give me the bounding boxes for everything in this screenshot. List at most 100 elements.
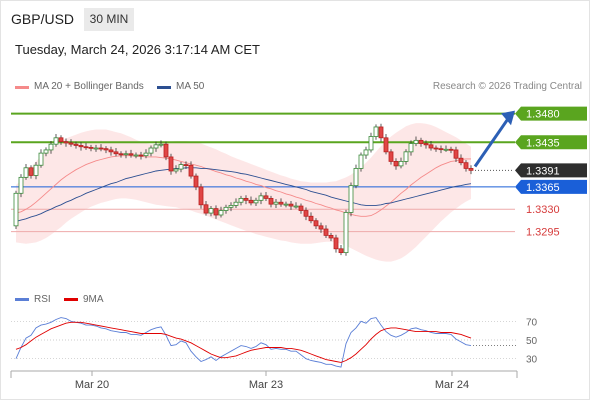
candle	[268, 195, 274, 208]
candle	[463, 160, 469, 172]
candle	[93, 144, 99, 152]
candle-down-body	[188, 164, 194, 177]
candle	[433, 145, 439, 152]
candle-up-body	[223, 206, 229, 211]
candle	[318, 222, 324, 233]
bollinger-band-area	[16, 123, 471, 262]
ma50-legend-label: MA 50	[176, 81, 205, 92]
candle	[133, 152, 139, 159]
candle	[363, 146, 369, 159]
candle-down-body	[58, 137, 64, 143]
candle-down-body	[78, 145, 84, 148]
candle-up-body	[398, 161, 404, 167]
price-tag-resistance	[515, 135, 587, 150]
candle-up-body	[173, 168, 179, 172]
candle	[388, 149, 394, 165]
candle-up-body	[228, 205, 234, 208]
rsi-tick-label: 30	[526, 355, 538, 366]
candle	[273, 199, 279, 208]
candle-down-body	[288, 203, 294, 207]
candle	[73, 141, 79, 149]
candle	[38, 149, 44, 168]
candle	[328, 232, 334, 242]
candle	[123, 150, 129, 159]
candle-up-body	[233, 201, 239, 206]
candle-down-body	[268, 198, 274, 205]
candle-up-body	[343, 212, 349, 254]
candle	[23, 163, 29, 180]
candle	[43, 147, 49, 157]
candle	[108, 146, 114, 156]
candle-down-body	[193, 175, 199, 188]
candle	[233, 198, 239, 208]
candle-up-body	[353, 168, 359, 187]
candle	[368, 132, 374, 153]
candle-up-body	[93, 147, 99, 150]
candle-up-body	[358, 154, 364, 169]
candle	[338, 244, 344, 256]
candle-down-body	[463, 162, 469, 169]
ma50-legend-swatch	[157, 86, 171, 89]
candle-up-body	[368, 136, 374, 151]
candle	[258, 192, 264, 205]
candle-down-body	[168, 156, 174, 172]
candle	[313, 218, 319, 230]
date-tick-label: Mar 20	[75, 379, 109, 391]
candle-up-body	[283, 203, 289, 206]
candle	[408, 140, 414, 156]
candle	[353, 164, 359, 189]
candle-down-body	[308, 215, 314, 222]
candle	[163, 141, 169, 161]
candle-up-body	[253, 199, 259, 204]
candle-up-body	[258, 195, 264, 201]
candle-up-body	[143, 152, 149, 157]
candle-down-body	[383, 137, 389, 153]
candle	[248, 196, 254, 206]
price-label-pivot: 1.3365	[526, 182, 560, 194]
rsi-legend-label: RSI	[34, 294, 51, 305]
candle	[308, 212, 314, 224]
candle	[358, 152, 364, 172]
candle-up-body	[33, 164, 39, 176]
candle	[348, 182, 354, 217]
candle-up-body	[133, 154, 139, 157]
candle-down-body	[73, 143, 79, 146]
candle-down-body	[103, 148, 109, 151]
candle-up-body	[178, 164, 184, 170]
candle	[98, 144, 104, 152]
candle	[278, 198, 284, 207]
candle	[283, 201, 289, 208]
ma20-line	[15, 155, 471, 217]
candle-down-body	[318, 225, 324, 230]
rsi-tick-label: 70	[526, 317, 538, 328]
rsi-tick-label: 50	[526, 336, 538, 347]
candle-up-body	[153, 144, 159, 149]
candle-up-body	[23, 167, 29, 178]
candle	[413, 136, 419, 147]
candle-down-body	[138, 154, 144, 157]
candle-up-body	[238, 198, 244, 203]
candle-down-body	[428, 144, 434, 149]
timeframe-button[interactable]: 30 MIN	[84, 8, 134, 31]
candle-down-body	[128, 153, 134, 156]
price-tag-last_price	[515, 163, 587, 178]
candle	[393, 158, 399, 170]
candle-up-body	[158, 143, 164, 146]
candle	[188, 161, 194, 179]
candle-down-body	[263, 195, 269, 199]
candle	[118, 151, 124, 158]
candle	[143, 149, 149, 159]
candle	[203, 200, 209, 216]
price-tag-resistance	[515, 106, 587, 121]
candle	[228, 202, 234, 212]
candle-down-body	[328, 234, 334, 239]
candle	[373, 124, 379, 140]
candle	[68, 139, 74, 147]
candle	[78, 142, 84, 151]
candle-down-body	[183, 164, 189, 166]
candle	[343, 209, 349, 256]
candle	[458, 154, 464, 166]
candle-up-body	[373, 126, 379, 137]
